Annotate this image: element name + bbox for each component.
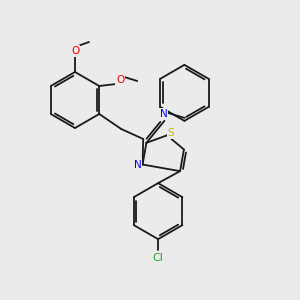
Text: O: O: [116, 75, 124, 85]
Text: N: N: [134, 160, 142, 170]
Text: S: S: [168, 128, 174, 138]
Text: O: O: [71, 46, 79, 56]
Text: N: N: [160, 109, 167, 119]
Text: Cl: Cl: [153, 253, 164, 263]
